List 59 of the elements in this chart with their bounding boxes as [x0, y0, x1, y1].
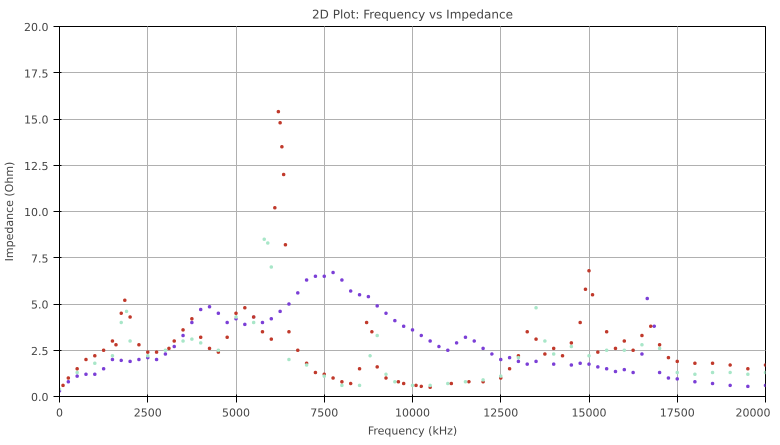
point [587, 354, 591, 358]
point [368, 354, 372, 358]
point [340, 384, 344, 388]
chart-title: 2D Plot: Frequency vs Impedance [312, 8, 513, 22]
y-axis-title: Impedance (Ohm) [3, 162, 16, 262]
point [375, 334, 379, 338]
x-tick-label: 15000 [572, 406, 607, 420]
point [75, 370, 79, 374]
point [384, 372, 388, 376]
x-tick-label: 7500 [310, 406, 338, 420]
y-tick-label: 15.0 [24, 114, 49, 126]
point [570, 344, 574, 348]
point [124, 310, 128, 314]
point [128, 339, 132, 343]
point [640, 342, 644, 346]
point [252, 320, 256, 324]
point [604, 348, 608, 352]
point [693, 372, 697, 376]
point [262, 238, 266, 241]
y-tick-label: 20.0 [24, 21, 49, 34]
x-tick-label: 20000 [736, 406, 771, 420]
point [658, 346, 662, 350]
point [534, 306, 538, 310]
y-tick-label: 12.5 [24, 160, 49, 173]
x-tick-label: 5000 [222, 406, 250, 420]
point [266, 241, 270, 245]
point [393, 380, 397, 384]
point [358, 384, 362, 388]
y-tick-label: 17.5 [24, 67, 49, 80]
point [543, 339, 547, 343]
x-tick-label: 12500 [483, 406, 518, 420]
point [676, 370, 679, 374]
x-tick-label: 17500 [660, 406, 695, 420]
point [552, 352, 556, 356]
point [164, 348, 168, 352]
x-axis-title: Frequency (kHz) [368, 424, 458, 438]
point [120, 320, 124, 324]
x-tick-label: 10000 [395, 406, 430, 420]
point [728, 370, 732, 374]
x-tick-label: 0 [56, 406, 63, 420]
point [410, 384, 414, 388]
y-tick-label: 0.0 [31, 391, 49, 404]
point [287, 358, 291, 362]
point [464, 380, 468, 384]
y-tick-label: 7.5 [31, 252, 49, 266]
y-tick-label: 10.0 [24, 206, 49, 219]
point [710, 370, 714, 374]
point [446, 382, 450, 386]
point [198, 341, 202, 345]
point [110, 354, 114, 358]
point [746, 372, 750, 376]
point [190, 337, 194, 341]
point [93, 361, 97, 365]
point [181, 339, 185, 343]
y-tick-label: 5.0 [31, 298, 49, 312]
point [622, 348, 626, 352]
y-tick-label: 2.5 [31, 344, 49, 358]
point [270, 265, 274, 269]
x-tick-label: 2500 [134, 406, 162, 420]
